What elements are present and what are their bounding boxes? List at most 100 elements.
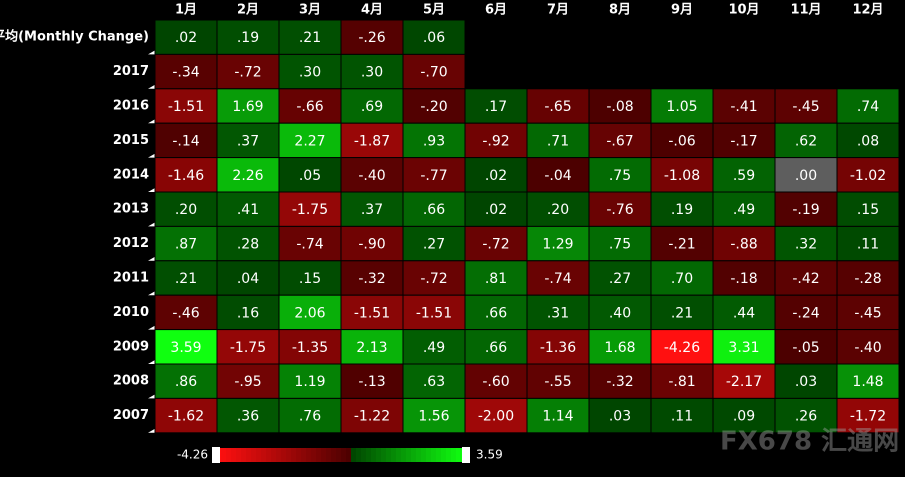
heat-cell [774, 294, 838, 331]
colorbar-step [446, 448, 452, 462]
heat-cell [712, 329, 776, 365]
cell-label: .06 [423, 30, 445, 46]
cell-label: .93 [423, 133, 445, 149]
heat-cell [340, 329, 404, 365]
row-tick [148, 428, 155, 433]
cell-label: .36 [237, 409, 259, 425]
heat-cell [774, 122, 838, 159]
column-header: 12月 [852, 3, 883, 18]
cell-label: .27 [423, 237, 445, 253]
heat-cell [464, 294, 528, 331]
cell-label: .16 [237, 305, 259, 321]
heat-cell [836, 225, 900, 262]
cell-label: -.13 [358, 374, 385, 390]
cell-label: -1.51 [168, 99, 204, 115]
heat-cell [154, 363, 218, 399]
heat-cell [402, 363, 466, 399]
heat-cell [712, 191, 776, 227]
cell-label: -.66 [296, 99, 323, 115]
heat-cell [836, 157, 900, 193]
row-tick [148, 222, 155, 227]
heat-cell [588, 122, 652, 159]
cell-label: .37 [237, 133, 259, 149]
cell-label: 1.14 [542, 409, 573, 425]
cell-label: -2.00 [478, 409, 514, 425]
cell-label: .02 [175, 30, 197, 46]
cell-label: -.72 [234, 65, 261, 81]
cell-label: -.19 [792, 202, 819, 218]
cell-label: .62 [795, 133, 817, 149]
row-tick [148, 325, 155, 330]
cell-label: -.88 [730, 237, 757, 253]
heat-cell [774, 260, 838, 296]
column-header: 2月 [237, 3, 259, 18]
colorbar-step [366, 448, 372, 462]
colorbar-step [431, 448, 437, 462]
heat-cell [278, 260, 342, 296]
heat-cell [402, 122, 466, 159]
heat-cell [836, 260, 900, 296]
colorbar-step [346, 448, 352, 462]
cell-label: 1.68 [604, 340, 635, 356]
cell-label: -1.46 [168, 168, 204, 184]
cell-label: .49 [733, 202, 755, 218]
heat-cell [402, 329, 466, 365]
column-header: 4月 [361, 3, 383, 18]
cell-label: -.92 [482, 133, 509, 149]
cell-label: .15 [299, 271, 321, 287]
colorbar-max: 3.59 [476, 448, 503, 462]
heat-cell [526, 191, 590, 227]
heat-cell [774, 88, 838, 124]
row-header: 2008 [113, 374, 149, 389]
colorbar-step [406, 448, 412, 462]
heat-cell [774, 363, 838, 399]
cell-label: 1.19 [294, 374, 325, 390]
cell-label: -.41 [730, 99, 757, 115]
row-header: 2017 [113, 64, 149, 79]
cell-label: 1.69 [232, 99, 263, 115]
cell-label: .17 [485, 99, 507, 115]
colorbar-step [421, 448, 427, 462]
heat-cell [216, 53, 280, 90]
column-header: 10月 [728, 3, 759, 18]
watermark: FX678 汇通网 [720, 427, 899, 457]
cell-label: -1.75 [292, 202, 328, 218]
heat-cell [588, 260, 652, 296]
heat-cell [650, 191, 714, 227]
heat-cell [216, 397, 280, 434]
cell-label: -1.36 [540, 340, 576, 356]
heat-cell [154, 157, 218, 193]
cell-label: -1.72 [850, 409, 886, 425]
row-header: 2009 [113, 339, 149, 354]
cell-label: -.67 [606, 133, 633, 149]
cell-label: -.05 [792, 340, 819, 356]
cell-label: -.32 [606, 374, 633, 390]
heat-cell [712, 397, 776, 434]
colorbar-min: -4.26 [177, 448, 208, 462]
heat-cell [712, 294, 776, 331]
heat-cell [402, 191, 466, 227]
colorbar-step [376, 448, 382, 462]
cell-label: .04 [237, 271, 259, 287]
colorbar-step [231, 448, 237, 462]
heat-cell [774, 329, 838, 365]
colorbar-step [401, 448, 407, 462]
column-header: 6月 [485, 3, 507, 18]
cell-label: .21 [671, 305, 693, 321]
colorbar-step [226, 448, 232, 462]
row-tick [148, 153, 155, 158]
heat-cell [588, 397, 652, 434]
cell-label: 2.13 [356, 340, 387, 356]
cell-label: 2.26 [232, 168, 263, 184]
heat-cell [464, 397, 528, 434]
row-tick [148, 188, 155, 192]
heat-cell [774, 397, 838, 434]
heat-cell [340, 122, 404, 159]
colorbar-step [426, 448, 432, 462]
colorbar-step [381, 448, 387, 462]
cell-label: .20 [175, 202, 197, 218]
heat-cell [464, 329, 528, 365]
colorbar-step [331, 448, 337, 462]
colorbar-step [371, 448, 377, 462]
